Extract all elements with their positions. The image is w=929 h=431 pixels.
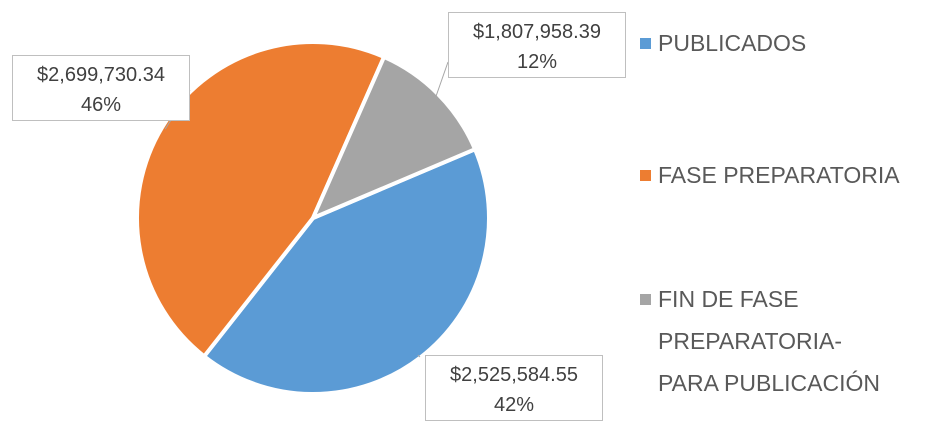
- pie-slice: [201, 146, 491, 396]
- data-label: $1,807,958.39 12%: [448, 12, 626, 78]
- pie-slice: [135, 40, 387, 360]
- pie-slice: [309, 54, 478, 222]
- leader-line: [417, 354, 421, 358]
- amount-label: $1,807,958.39: [473, 21, 601, 43]
- legend-swatch: [640, 170, 651, 181]
- legend-label: FASE PREPARATORIA: [658, 162, 900, 188]
- legend-label: FIN DE FASE PREPARATORIA- PARA PUBLICACI…: [658, 286, 880, 396]
- amount-label: $2,699,730.34: [37, 64, 165, 86]
- legend-swatch: [640, 38, 651, 49]
- percent-label: 12%: [516, 51, 558, 73]
- legend-label: PUBLICADOS: [658, 30, 807, 56]
- leader-line: [435, 61, 449, 98]
- data-label: $2,525,584.55 42%: [425, 355, 603, 421]
- percent-label: 42%: [493, 394, 535, 416]
- percent-label: 46%: [80, 94, 122, 116]
- data-label: $2,699,730.34 46%: [12, 55, 190, 121]
- legend-swatch: [640, 294, 651, 305]
- amount-label: $2,525,584.55: [450, 364, 578, 386]
